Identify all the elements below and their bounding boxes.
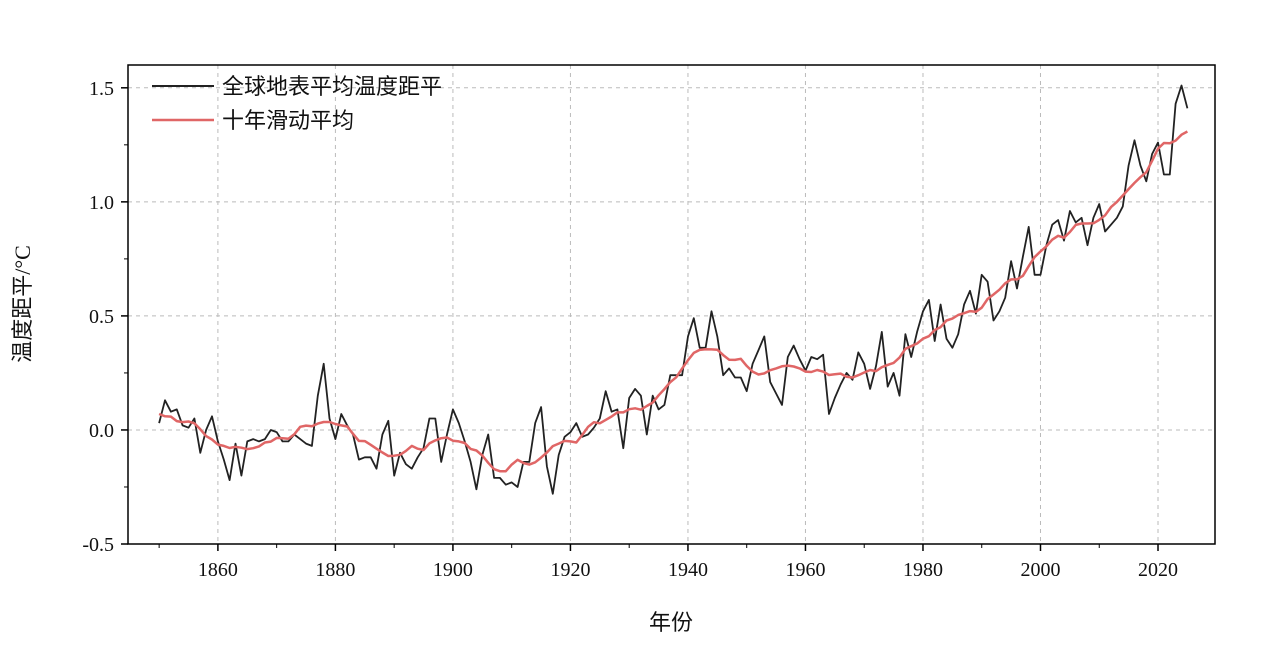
x-tick-label: 1880 — [315, 559, 355, 581]
y-tick-label: 0.0 — [89, 420, 114, 442]
x-tick-label: 2000 — [1020, 559, 1060, 581]
x-tick-label: 1860 — [198, 559, 238, 581]
y-tick-label: -0.5 — [82, 534, 114, 556]
x-tick-label: 1940 — [668, 559, 708, 581]
x-axis-label: 年份 — [649, 610, 693, 635]
y-tick-label: 0.5 — [89, 306, 114, 328]
plot-frame — [127, 64, 1216, 545]
x-axis: 1860 1880 1900 1920 1940 1960 1980 2000 2020 — [158, 544, 1178, 581]
x-tick-label: 2020 — [1138, 559, 1178, 581]
x-tick-label: 1920 — [550, 559, 590, 581]
legend-label-anomaly: 全球地表平均温度距平 — [222, 74, 442, 99]
legend-label-moving-average: 十年滑动平均 — [222, 108, 354, 133]
y-axis: -0.5 0.0 0.5 1.0 1.5 — [82, 78, 128, 556]
series-layer — [158, 84, 1189, 495]
series-line-moving-average — [158, 130, 1188, 473]
x-tick-label: 1960 — [785, 559, 825, 581]
y-tick-label: 1.5 — [89, 78, 114, 100]
gridlines — [128, 65, 1215, 545]
y-axis-label: 温度距平/°C — [10, 245, 35, 363]
y-tick-label: 1.0 — [89, 192, 114, 214]
series-line-anomaly — [158, 84, 1189, 495]
x-tick-label: 1900 — [433, 559, 473, 581]
legend: 全球地表平均温度距平 十年滑动平均 — [152, 74, 442, 133]
x-tick-label: 1980 — [903, 559, 943, 581]
